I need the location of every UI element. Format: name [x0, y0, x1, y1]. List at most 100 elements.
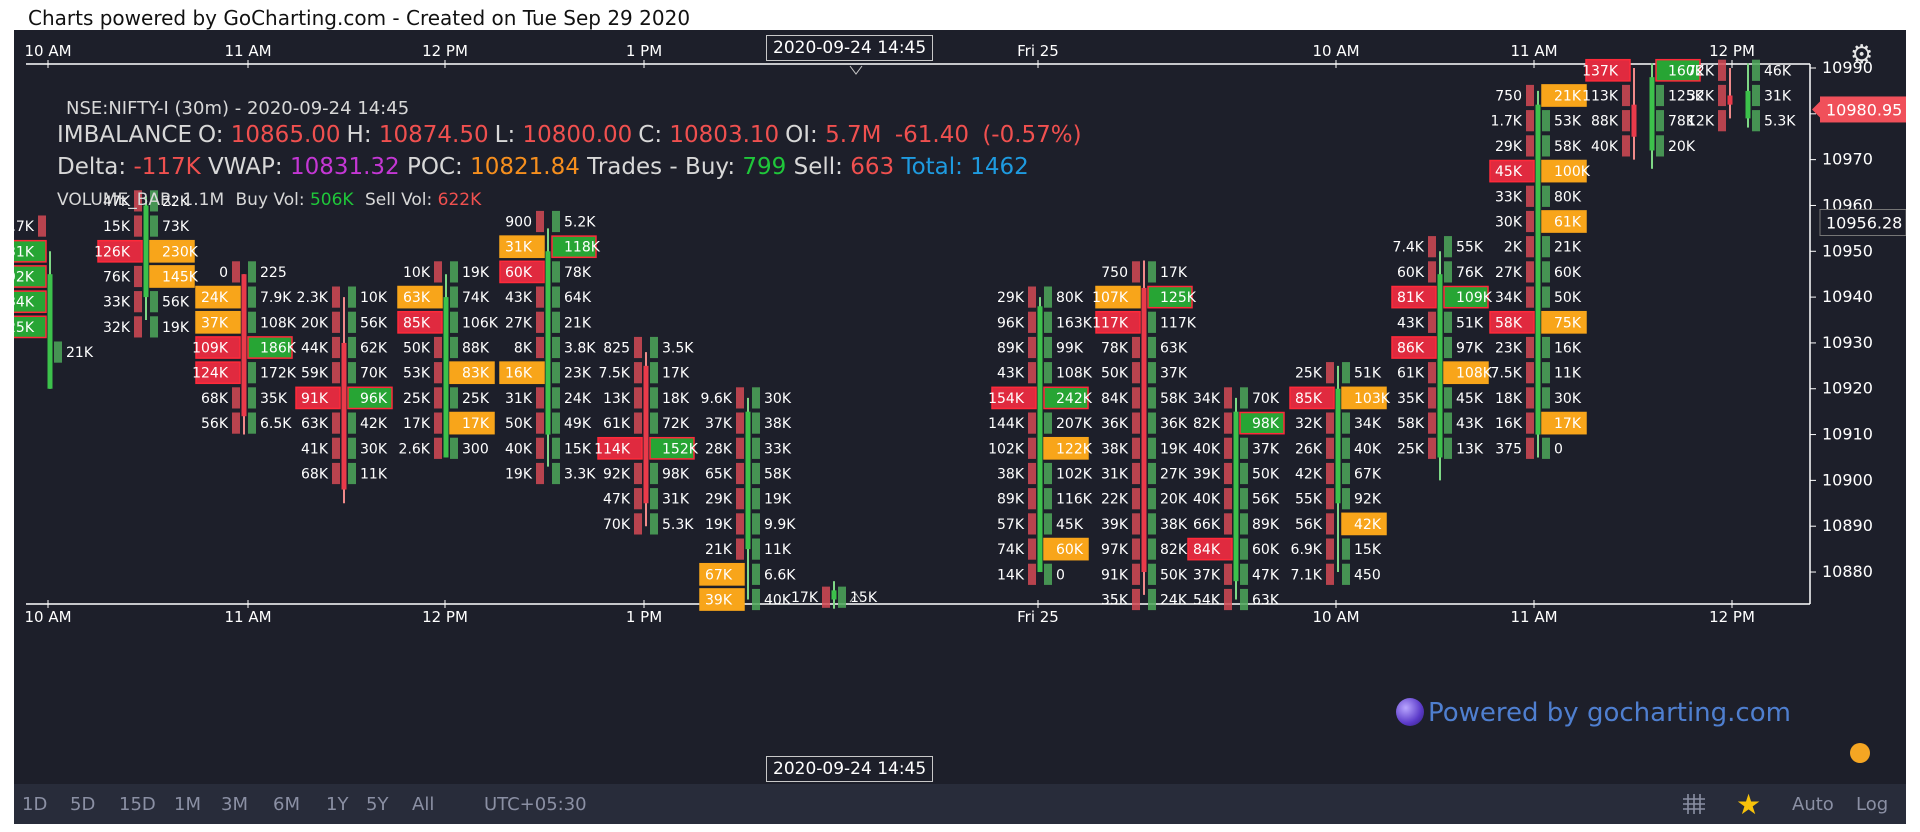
sell-volume-cell-tick — [434, 412, 442, 434]
sell-volume-label: 13K — [603, 391, 631, 407]
buy-volume-cell-tick — [1148, 462, 1156, 485]
sell-volume-cell-tick — [1526, 135, 1534, 157]
y-tick-label: 10950 — [1822, 241, 1873, 260]
sell-volume-cell-tick — [1526, 185, 1534, 207]
sell-volume-cell-highlight — [295, 386, 341, 410]
last-price-label-bg — [1820, 96, 1906, 123]
buy-volume-cell-tick — [1542, 387, 1550, 409]
sell-volume-label: 63K — [403, 290, 431, 306]
log-scale-button[interactable]: Log — [1856, 794, 1889, 815]
sell-volume-label: 20K — [301, 315, 329, 331]
buy-volume-label: 55K — [1456, 240, 1484, 256]
sell-volume-label: 22K — [1101, 492, 1129, 508]
buy-volume-label: 60K — [1252, 542, 1280, 558]
sell-volume-label: 82K — [1193, 416, 1221, 432]
sell-volume-cell-tick — [332, 336, 340, 359]
sell-volume-label: 58K — [1397, 416, 1425, 432]
star-icon[interactable]: ★ — [1736, 788, 1762, 821]
buy-volume-cell-highlight — [1043, 436, 1089, 460]
sell-volume-label: 375 — [1495, 441, 1522, 457]
x-tick-label: 12 PM — [1709, 608, 1755, 626]
timezone-label[interactable]: UTC+05:30 — [484, 794, 587, 815]
sell-volume-cell-tick — [1224, 387, 1232, 409]
buy-volume-label: 62K — [360, 341, 388, 357]
buy-volume-label: 35K — [260, 391, 288, 407]
buy-volume-label: 42K — [360, 416, 388, 432]
range-3m[interactable]: 3M — [221, 794, 248, 815]
poc-value: 10821.84 — [470, 154, 580, 180]
buy-volume-label: 6.6K — [764, 567, 796, 583]
gear-icon[interactable]: ⚙ — [1850, 40, 1874, 70]
sell-volume-cell-tick — [134, 265, 142, 288]
sell-volume-cell-highlight — [1187, 537, 1233, 561]
buy-volume-cell-tick — [1542, 110, 1550, 132]
sell-volume-label: 58K — [1495, 315, 1523, 331]
sell-volume-cell-tick — [332, 311, 340, 333]
sell-volume-cell-tick — [1428, 311, 1436, 333]
sell-volume-cell-tick — [1132, 387, 1140, 409]
range-5d[interactable]: 5D — [70, 794, 96, 815]
sell-volume-label: 17K — [403, 416, 431, 432]
buy-volume-label: 5.2K — [564, 214, 596, 230]
sell-volume-cell-tick — [1526, 236, 1534, 258]
buy-volume-label: 21K — [66, 345, 94, 361]
buy-volume-cell-tick — [650, 362, 658, 384]
buy-volume-label: 102K — [1056, 467, 1093, 483]
buy-volume-cell-tick — [1240, 538, 1248, 560]
sell-volume-label: 39K — [1193, 467, 1221, 483]
range-all[interactable]: All — [412, 794, 435, 815]
auto-scale-button[interactable]: Auto — [1792, 794, 1834, 815]
range-6m[interactable]: 6M — [273, 794, 300, 815]
range-5y[interactable]: 5Y — [366, 794, 389, 815]
sell-volume-label: 825 — [603, 341, 630, 357]
buy-volume-cell-tick — [1656, 84, 1664, 107]
sell-volume-cell-tick — [1132, 488, 1140, 510]
low-label: L: — [494, 122, 516, 148]
sell-volume-label: 40K — [505, 441, 533, 457]
buy-volume-label: 172K — [260, 366, 297, 382]
grid-icon[interactable] — [1682, 793, 1706, 815]
poc-label: POC: — [407, 154, 463, 180]
buy-volume-cell-tick — [552, 412, 560, 434]
sell-volume-label: 750 — [1101, 265, 1128, 281]
sell-volume-label: 114K — [594, 441, 631, 457]
sell-volume-cell-tick — [1718, 59, 1726, 81]
sell-volume-label: 30K — [1495, 214, 1523, 230]
sell-volume-label: 12K — [1687, 114, 1715, 130]
buy-volume-label: 100K — [1554, 164, 1591, 180]
range-1d[interactable]: 1D — [22, 794, 48, 815]
buy-volume-cell-highlight — [1043, 386, 1089, 410]
buy-volume-cell-tick — [450, 261, 458, 283]
buy-volume-cell-tick — [552, 387, 560, 409]
sell-volume-label: 7.5K — [1491, 366, 1523, 382]
footprint-chart[interactable]: 10 AM 10 AM 11 AM 11 AM 12 PM 12 PM 1 PM 1 PM Fr… — [14, 30, 1906, 784]
buy-volume-label: 17K — [1554, 416, 1582, 432]
buy-volume-cell-tick — [1542, 336, 1550, 359]
sell-volume-cell-tick — [1028, 412, 1036, 434]
orange-dot-icon[interactable] — [1850, 743, 1870, 763]
sell-volume-cell-tick — [736, 462, 744, 485]
sell-volume-label: 125K — [14, 320, 35, 336]
buy-volume-label: 50K — [1160, 567, 1188, 583]
sell-volume-cell-tick — [634, 462, 642, 485]
x-tick-label: 12 PM — [422, 608, 468, 626]
buy-volume-cell-tick — [650, 336, 658, 359]
sell-volume-label: 16K — [505, 366, 533, 382]
sell-volume-cell-tick — [736, 412, 744, 434]
range-1y[interactable]: 1Y — [326, 794, 349, 815]
y-tick-label: 10930 — [1822, 333, 1873, 352]
buy-volume-cell-tick — [1148, 538, 1156, 560]
range-15d[interactable]: 15D — [119, 794, 156, 815]
chart-panel[interactable]: 10 AM 10 AM 11 AM 11 AM 12 PM 12 PM 1 PM 1 PM Fr… — [14, 30, 1906, 824]
buy-volume-label: 38K — [1160, 517, 1188, 533]
sell-volume-cell-highlight — [1289, 386, 1335, 410]
range-1m[interactable]: 1M — [174, 794, 201, 815]
buy-volume-cell-tick — [1044, 563, 1052, 585]
sell-volume-label: 86K — [1397, 341, 1425, 357]
buy-volume-cell-tick — [1148, 588, 1156, 611]
sell-volume-label: 61K — [1397, 366, 1425, 382]
buy-volume-cell-tick — [752, 513, 760, 535]
y-tick-label: 10900 — [1822, 470, 1873, 489]
volume-line: VOLUME_BAR: 1.1M Buy Vol: 506K Sell Vol:… — [57, 190, 481, 210]
sell-volume-cell-tick — [536, 437, 544, 459]
